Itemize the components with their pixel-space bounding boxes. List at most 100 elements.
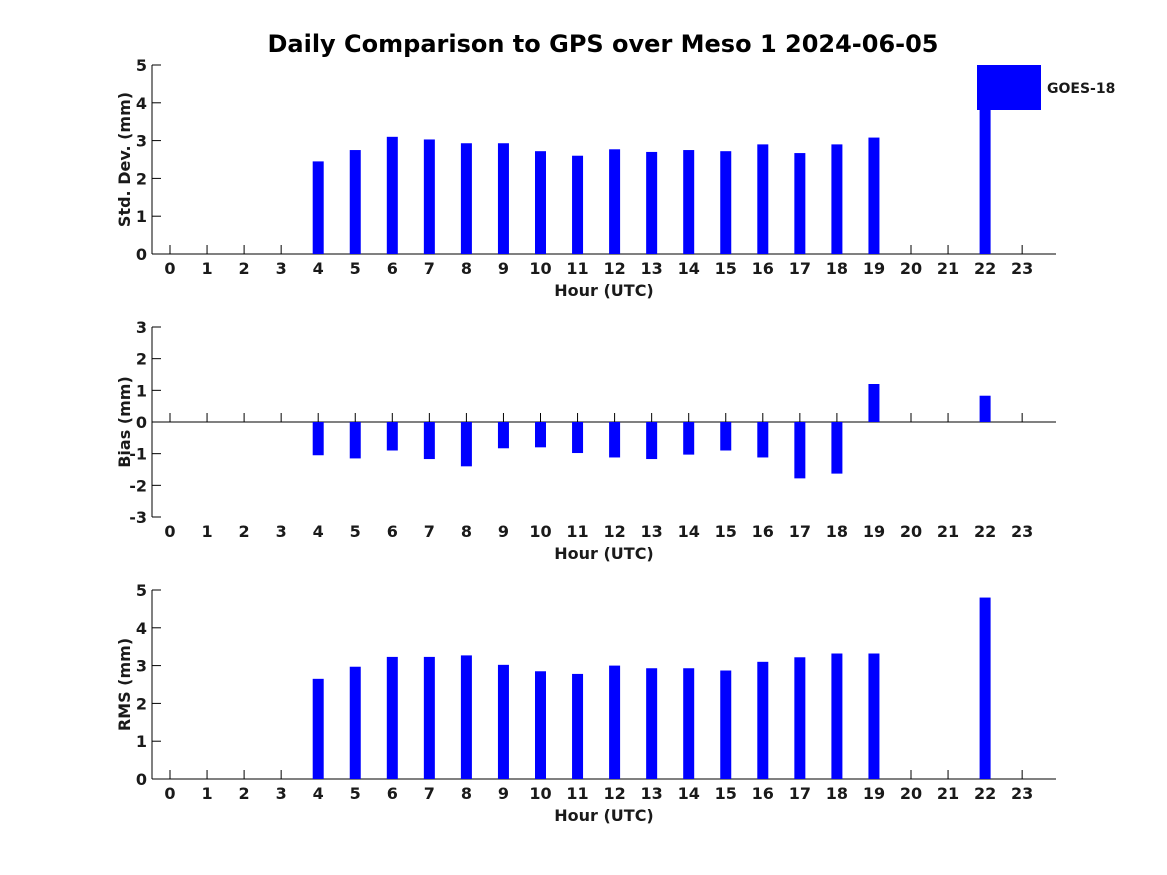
x-tick-label: 12 xyxy=(603,784,625,803)
bar-hour-8 xyxy=(460,143,472,254)
bar-hour-15 xyxy=(720,422,732,451)
bar-hour-22 xyxy=(979,72,991,254)
x-tick-label: 13 xyxy=(641,522,663,541)
x-tick-label: 11 xyxy=(566,784,588,803)
bar-hour-14 xyxy=(683,150,695,254)
bar-hour-14 xyxy=(683,422,695,455)
bar-hour-5 xyxy=(349,422,361,459)
y-tick-label: 1 xyxy=(136,381,147,400)
y-tick-label: 0 xyxy=(136,413,147,432)
x-tick-label: 14 xyxy=(678,259,700,278)
x-tick-label: 5 xyxy=(350,784,361,803)
bar-hour-10 xyxy=(535,671,546,779)
x-tick-label: 11 xyxy=(566,259,588,278)
x-tick-label: 1 xyxy=(201,784,212,803)
y-axis-label: Bias (mm) xyxy=(115,376,134,468)
bar-hour-12 xyxy=(609,665,621,779)
x-tick-label: 0 xyxy=(164,522,175,541)
x-tick-label: 17 xyxy=(789,259,811,278)
x-tick-label: 15 xyxy=(715,784,737,803)
y-tick-label: 1 xyxy=(136,207,147,226)
x-tick-label: 16 xyxy=(752,259,774,278)
legend-swatch xyxy=(977,65,1041,110)
bar-hour-22 xyxy=(979,597,991,779)
bar-hour-7 xyxy=(423,139,435,254)
y-tick-label: 3 xyxy=(136,657,147,676)
x-tick-label: 4 xyxy=(313,259,324,278)
y-tick-label: 0 xyxy=(136,245,147,264)
y-tick-label: 4 xyxy=(136,619,147,638)
x-tick-label: 5 xyxy=(350,522,361,541)
x-tick-label: 13 xyxy=(641,259,663,278)
x-tick-label: 14 xyxy=(678,522,700,541)
x-tick-label: 7 xyxy=(424,522,435,541)
bar-hour-9 xyxy=(497,422,509,449)
bar-hour-7 xyxy=(423,656,435,779)
x-tick-label: 15 xyxy=(715,522,737,541)
x-tick-label: 11 xyxy=(566,522,588,541)
legend: GOES-18 xyxy=(977,65,1115,110)
bar-hour-13 xyxy=(646,668,658,779)
legend-label: GOES-18 xyxy=(1047,81,1115,97)
bar-hour-4 xyxy=(312,161,324,254)
y-tick-label: 3 xyxy=(136,132,147,151)
x-tick-label: 4 xyxy=(313,784,324,803)
y-tick-label: 2 xyxy=(136,169,147,188)
x-tick-label: 8 xyxy=(461,259,472,278)
x-tick-label: 23 xyxy=(1011,259,1033,278)
bar-hour-4 xyxy=(312,678,324,779)
x-tick-label: 18 xyxy=(826,522,848,541)
x-tick-label: 14 xyxy=(678,784,700,803)
x-tick-label: 21 xyxy=(937,784,959,803)
x-tick-label: 18 xyxy=(826,784,848,803)
x-tick-label: 20 xyxy=(900,522,922,541)
y-tick-label: 5 xyxy=(136,581,147,600)
x-tick-label: 4 xyxy=(313,522,324,541)
bar-hour-10 xyxy=(535,151,546,254)
chart-title: Daily Comparison to GPS over Meso 1 2024… xyxy=(267,30,938,58)
x-tick-label: 22 xyxy=(974,522,996,541)
bar-hour-19 xyxy=(868,137,880,254)
bar-hour-6 xyxy=(386,656,398,779)
x-tick-label: 19 xyxy=(863,522,885,541)
x-tick-label: 7 xyxy=(424,259,435,278)
x-tick-label: 6 xyxy=(387,522,398,541)
x-tick-label: 16 xyxy=(752,522,774,541)
bar-hour-13 xyxy=(646,151,658,254)
x-tick-label: 2 xyxy=(239,784,250,803)
bar-hour-18 xyxy=(831,144,843,254)
x-axis-label: Hour (UTC) xyxy=(554,281,654,300)
bar-hour-16 xyxy=(757,144,769,254)
bar-hour-19 xyxy=(868,384,880,422)
x-tick-label: 0 xyxy=(164,259,175,278)
bar-hour-11 xyxy=(572,155,584,254)
x-tick-label: 2 xyxy=(239,259,250,278)
x-tick-label: 20 xyxy=(900,259,922,278)
bar-hour-19 xyxy=(868,653,880,779)
x-tick-label: 5 xyxy=(350,259,361,278)
y-tick-label: 1 xyxy=(136,732,147,751)
y-tick-label: -3 xyxy=(129,508,147,527)
y-axis-label: Std. Dev. (mm) xyxy=(115,92,134,227)
x-tick-label: 22 xyxy=(974,259,996,278)
x-tick-label: 22 xyxy=(974,784,996,803)
y-tick-label: 2 xyxy=(136,350,147,369)
x-tick-label: 19 xyxy=(863,784,885,803)
bar-hour-11 xyxy=(572,422,584,454)
x-tick-label: 9 xyxy=(498,784,509,803)
x-tick-label: 1 xyxy=(201,522,212,541)
x-tick-label: 23 xyxy=(1011,522,1033,541)
y-axis-label: RMS (mm) xyxy=(115,638,134,731)
x-tick-label: 20 xyxy=(900,784,922,803)
bar-hour-7 xyxy=(423,422,435,460)
x-tick-label: 6 xyxy=(387,784,398,803)
x-tick-label: 6 xyxy=(387,259,398,278)
bar-hour-17 xyxy=(794,657,806,779)
x-tick-label: 13 xyxy=(641,784,663,803)
bar-hour-6 xyxy=(386,422,398,451)
x-tick-label: 18 xyxy=(826,259,848,278)
